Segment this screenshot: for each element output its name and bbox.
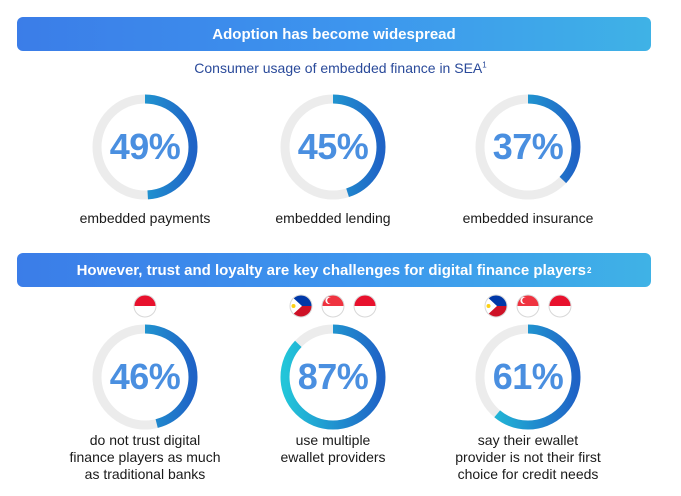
donut-value-arc — [475, 324, 581, 430]
caption-line: embedded lending — [275, 210, 391, 226]
caption-line: provider is not their first — [455, 449, 601, 465]
donut-value-arc — [92, 94, 198, 200]
caption-line: finance players as much — [69, 449, 221, 465]
indonesia-flag-icon — [133, 294, 157, 318]
stat-caption: use multiple ewallet providers — [223, 432, 443, 466]
percent-value: 45% — [297, 126, 369, 167]
indonesia-flag-icon — [353, 294, 377, 318]
stat-caption: say their ewallet provider is not their f… — [418, 432, 638, 483]
donut-ring: 87% — [278, 322, 388, 432]
caption-line: embedded insurance — [462, 210, 594, 226]
donut-value-arc — [475, 94, 581, 200]
caption-line: do not trust digital — [89, 432, 201, 448]
donut-value-arc — [92, 324, 198, 430]
banner-title: Adoption has become widespread — [212, 25, 456, 43]
percent-value: 37% — [492, 126, 564, 167]
donut-value-arc — [280, 94, 386, 200]
country-flags — [133, 294, 157, 320]
country-flags — [289, 294, 377, 320]
subtitle-text: Consumer usage of embedded finance in SE… — [194, 60, 483, 76]
donut-ring: 37% — [473, 92, 583, 202]
stat-caption: do not trust digital finance players as m… — [35, 432, 255, 483]
percent-value: 61% — [492, 356, 564, 397]
percent-value: 87% — [297, 356, 369, 397]
country-flags — [484, 294, 572, 320]
singapore-flag-icon — [321, 294, 345, 318]
percent-value: 46% — [109, 356, 181, 397]
banner-title: However, trust and loyalty are key chall… — [76, 261, 586, 279]
caption-line: ewallet providers — [280, 449, 386, 465]
donut-value-arc — [280, 324, 386, 430]
caption-line: use multiple — [295, 432, 371, 448]
donut-ring: 46% — [90, 322, 200, 432]
donut-ring: 61% — [473, 322, 583, 432]
section-banner-trust: However, trust and loyalty are key chall… — [17, 253, 651, 287]
indonesia-flag-icon — [548, 294, 572, 318]
philippines-flag-icon — [484, 294, 508, 318]
chart-subtitle: Consumer usage of embedded finance in SE… — [0, 60, 681, 76]
section-banner-adoption: Adoption has become widespread — [17, 17, 651, 51]
caption-line: embedded payments — [79, 210, 211, 226]
singapore-flag-icon — [516, 294, 540, 318]
caption-line: choice for credit needs — [457, 466, 599, 482]
footnote-marker: 1 — [482, 60, 487, 70]
percent-value: 49% — [109, 126, 181, 167]
donut-ring: 49% — [90, 92, 200, 202]
donut-ring: 45% — [278, 92, 388, 202]
caption-line: as traditional banks — [84, 466, 206, 482]
footnote-marker: 2 — [586, 265, 592, 275]
caption-line: say their ewallet — [477, 432, 579, 448]
philippines-flag-icon — [289, 294, 313, 318]
stat-caption: embedded insurance — [418, 210, 638, 227]
stat-caption: embedded lending — [223, 210, 443, 227]
stat-caption: embedded payments — [35, 210, 255, 227]
